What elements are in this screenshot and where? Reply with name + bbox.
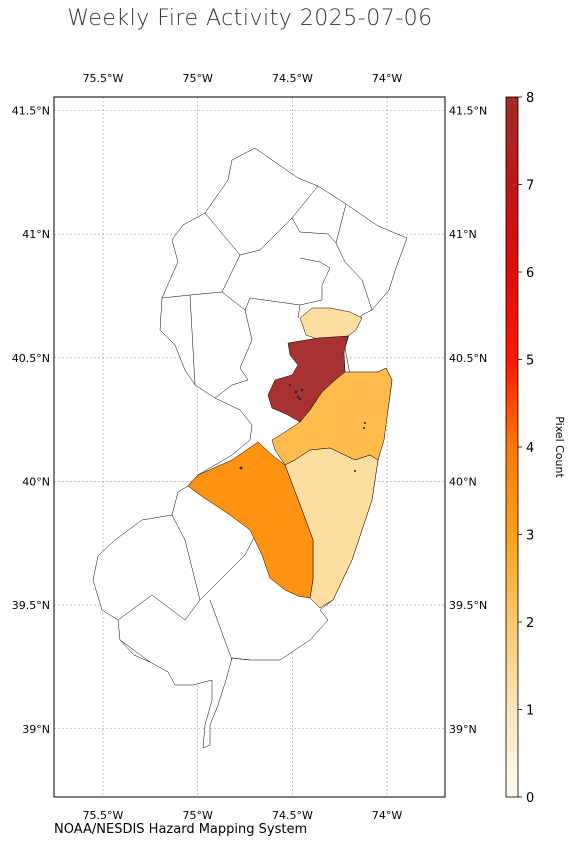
colorbar-label: Pixel Count <box>553 416 566 478</box>
map-frame <box>53 96 446 798</box>
lat-tick-label-left: 41°N <box>22 228 50 241</box>
map-title: Weekly Fire Activity 2025-07-06 <box>67 6 433 31</box>
lon-tick-label: 74°W <box>372 809 402 822</box>
fire-points <box>239 384 366 472</box>
lat-tick-label-left: 40°N <box>22 475 50 488</box>
lon-tick-label: 74.5°W <box>272 72 313 85</box>
axis-tick-labels: 75.5°W 75.5°W 75°W 75°W 74.5°W 74.5°W 74°W 74°W… <box>12 72 487 822</box>
lat-tick-label-right: 39.5°N <box>449 599 487 612</box>
lat-tick-label-right: 41.5°N <box>449 105 487 118</box>
lat-tick-label-right: 39°N <box>449 723 477 736</box>
colorbar-tick-label: 5 <box>526 354 534 369</box>
lon-tick-label: 75°W <box>183 72 213 85</box>
colorbar-tick-label: 8 <box>526 91 534 106</box>
colorbar-tick-label: 0 <box>526 791 534 806</box>
colorbar-tick-label: 2 <box>526 616 534 631</box>
colorbar-ticks: 0 1 2 3 4 5 6 7 8 <box>518 91 534 806</box>
colorbar-tick-label: 7 <box>526 179 534 194</box>
lon-tick-label: 74.5°W <box>272 809 313 822</box>
colorbar-tick-label: 1 <box>526 704 534 719</box>
lat-tick-label-right: 40°N <box>449 475 477 488</box>
lat-tick-label-left: 39.5°N <box>12 599 50 612</box>
county-map <box>92 147 408 749</box>
lon-tick-label: 74°W <box>372 72 402 85</box>
colorbar-gradient <box>505 96 519 798</box>
lat-tick-label-left: 39°N <box>22 723 50 736</box>
data-credit: NOAA/NESDIS Hazard Mapping System <box>54 822 308 837</box>
colorbar-tick-label: 4 <box>526 441 534 456</box>
lat-tick-label-left: 41.5°N <box>12 105 50 118</box>
lon-tick-label: 75°W <box>183 809 213 822</box>
colorbar: 0 1 2 3 4 5 6 7 8 Pixel Count <box>505 91 566 806</box>
lon-tick-label: 75.5°W <box>83 72 124 85</box>
county-burlington <box>187 441 314 599</box>
colorbar-tick-label: 6 <box>526 266 534 281</box>
lat-tick-label-right: 41°N <box>449 228 477 241</box>
colorbar-tick-label: 3 <box>526 529 534 544</box>
lon-tick-label: 75.5°W <box>83 809 124 822</box>
lat-tick-label-left: 40.5°N <box>12 352 50 365</box>
county-boundaries <box>117 185 373 663</box>
county-union <box>299 307 363 341</box>
lat-tick-label-right: 40.5°N <box>449 352 487 365</box>
